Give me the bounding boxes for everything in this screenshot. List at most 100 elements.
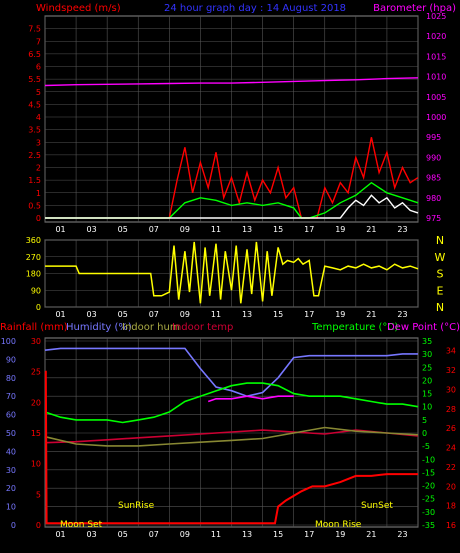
rainfall-label: Rainfall (mm) (0, 322, 68, 333)
windspeed-axis-label: Windspeed (m/s) (36, 3, 121, 14)
indoor-temp-tick-label: 26 (446, 424, 456, 433)
humidity-tick-label: 0 (11, 521, 16, 530)
moon-set-label: Moon Set (60, 520, 103, 530)
x-tick-label: 19 (335, 310, 345, 319)
y-right-tick-label: 975 (426, 214, 441, 223)
y-tick-label: 7.5 (28, 25, 41, 34)
x-tick-label: 11 (211, 225, 221, 234)
temperature-tick-label: -5 (422, 442, 430, 451)
y-tick-label: 90 (31, 286, 41, 295)
temperature-c-line (44, 382, 419, 424)
wind-barometer-panel: 0 0.5 1 1.5 2 2.5 3 3.5 4 4.5 5 5.5 6 6.5 7 7.5 975 980 98… (28, 12, 446, 234)
compass-label: E (437, 284, 444, 297)
rainfall-mm-line (44, 370, 418, 525)
indoor-hum-line (44, 426, 419, 447)
indoor-temp-tick-label: 24 (446, 444, 456, 453)
x-tick-label: 03 (87, 225, 97, 234)
rainfall-tick-label: 10 (31, 460, 41, 469)
indoor-temp-tick-label: 18 (446, 502, 456, 511)
x-tick-label: 03 (87, 310, 97, 319)
dewpoint-label: Dew Point (°C) (387, 322, 460, 333)
indoor-temp-label: Indoor temp (172, 322, 233, 333)
humidity-line (44, 347, 418, 398)
y-tick-label: 1.5 (28, 176, 41, 185)
indoor-temp-tick-label: 34 (446, 347, 456, 356)
x-tick-label: 09 (180, 310, 190, 319)
temperature-label: Temperature (°C) (311, 322, 398, 333)
indoor-temp-tick-label: 30 (446, 385, 456, 394)
y-right-tick-label: 1010 (426, 73, 446, 82)
humidity-tick-label: 70 (6, 392, 16, 401)
x-tick-label: 07 (149, 310, 159, 319)
indoor-temp-line (44, 429, 419, 444)
x-tick-label: 05 (118, 310, 128, 319)
barometer-hpa-line (44, 77, 419, 87)
y-right-tick-label: 995 (426, 133, 441, 142)
x-tick-label: 15 (273, 310, 283, 319)
x-tick-label: 03 (87, 530, 97, 539)
temperature-tick-label: -25 (422, 495, 435, 504)
indoor-temp-tick-label: 20 (446, 482, 456, 491)
rainfall-tick-label: 15 (31, 429, 41, 438)
moon-rise-label: Moon Rise (315, 520, 362, 530)
y-tick-label: 6 (36, 63, 41, 72)
rainfall-tick-label: 0 (36, 521, 41, 530)
indoor-temp-tick-label: 22 (446, 463, 456, 472)
temperature-humidity-panel: 0102030405060708090100051015202530-35-30… (1, 337, 456, 539)
astro-annotations: Moon Set SunRise Moon Rise SunSet (60, 501, 393, 530)
y-tick-label: 180 (26, 270, 41, 279)
x-tick-label: 05 (118, 225, 128, 234)
x-tick-label: 19 (335, 225, 345, 234)
y-tick-label: 2.5 (28, 151, 41, 160)
x-tick-label: 11 (211, 530, 221, 539)
y-tick-label: 0 (36, 303, 41, 312)
wind-direction-line (45, 241, 419, 304)
x-tick-label: 23 (397, 530, 407, 539)
x-tick-label: 21 (366, 530, 376, 539)
x-tick-label: 17 (304, 530, 314, 539)
graph-title: 24 hour graph day : 14 August 2018 (164, 3, 346, 14)
humidity-tick-label: 50 (6, 429, 16, 438)
humidity-tick-label: 20 (6, 484, 16, 493)
y-tick-label: 7 (36, 37, 41, 46)
x-tick-label: 09 (180, 225, 190, 234)
temperature-tick-label: 15 (422, 390, 432, 399)
windspeed-m-s-line (45, 137, 419, 219)
x-tick-label: 11 (211, 310, 221, 319)
x-tick-label: 13 (242, 310, 252, 319)
temperature-tick-label: -20 (422, 482, 435, 491)
temperature-tick-label: 35 (422, 337, 432, 346)
compass-label: N (436, 301, 444, 314)
compass-label: S (437, 268, 444, 281)
humidity-tick-label: 60 (6, 411, 16, 420)
y-tick-label: 3 (36, 138, 41, 147)
y-tick-label: 270 (26, 253, 41, 262)
x-tick-label: 15 (273, 225, 283, 234)
y-tick-label: 5.5 (28, 75, 41, 84)
x-tick-label: 21 (366, 225, 376, 234)
temperature-tick-label: -35 (422, 521, 435, 530)
humidity-tick-label: 90 (6, 355, 16, 364)
rainfall-tick-label: 25 (31, 368, 41, 377)
temperature-tick-label: 5 (422, 416, 427, 425)
y-tick-label: 6.5 (28, 50, 41, 59)
rainfall-tick-label: 30 (31, 337, 41, 346)
humidity-tick-label: 100 (1, 337, 16, 346)
indoor-hum-label: Indoor hum (122, 322, 180, 333)
y-right-tick-label: 1005 (426, 93, 446, 102)
y-tick-label: 360 (26, 236, 41, 245)
x-tick-label: 07 (149, 225, 159, 234)
y-tick-label: 0 (36, 214, 41, 223)
y-tick-label: 1 (36, 189, 41, 198)
x-tick-label: 15 (273, 530, 283, 539)
y-right-tick-label: 1020 (426, 32, 446, 41)
y-tick-label: 0.5 (28, 201, 41, 210)
temperature-tick-label: -10 (422, 455, 435, 464)
dew-point-c-line (207, 395, 294, 403)
temperature-tick-label: -15 (422, 468, 435, 477)
y-tick-label: 4.5 (28, 100, 41, 109)
temperature-tick-label: 10 (422, 403, 432, 412)
temperature-tick-label: 0 (422, 429, 427, 438)
humidity-tick-label: 30 (6, 466, 16, 475)
